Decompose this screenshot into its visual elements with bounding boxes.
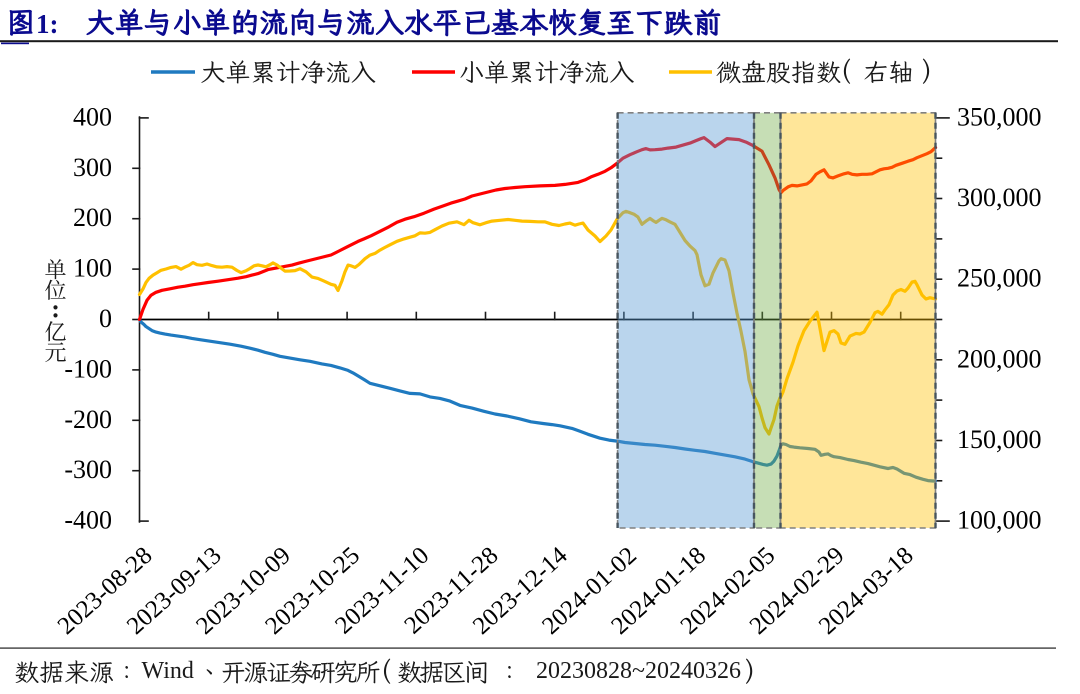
- svg-text:Wind: Wind: [142, 658, 194, 684]
- svg-text:200: 200: [73, 203, 112, 232]
- svg-text:250,000: 250,000: [957, 264, 1042, 293]
- svg-text:-200: -200: [64, 405, 112, 434]
- svg-text:-100: -100: [64, 354, 112, 383]
- svg-text:1:: 1:: [36, 9, 59, 39]
- svg-text:300: 300: [73, 153, 112, 182]
- svg-text:-300: -300: [64, 455, 112, 484]
- svg-text:100: 100: [73, 254, 112, 283]
- svg-text:200,000: 200,000: [957, 344, 1042, 373]
- svg-text:100,000: 100,000: [957, 506, 1042, 535]
- svg-text:350,000: 350,000: [957, 102, 1042, 131]
- svg-text:400: 400: [73, 102, 112, 131]
- svg-text:20230828~20240326: 20230828~20240326: [536, 658, 741, 684]
- svg-text:-400: -400: [64, 506, 112, 535]
- svg-text:150,000: 150,000: [957, 425, 1042, 454]
- svg-text:300,000: 300,000: [957, 183, 1042, 212]
- svg-text:0: 0: [99, 304, 112, 333]
